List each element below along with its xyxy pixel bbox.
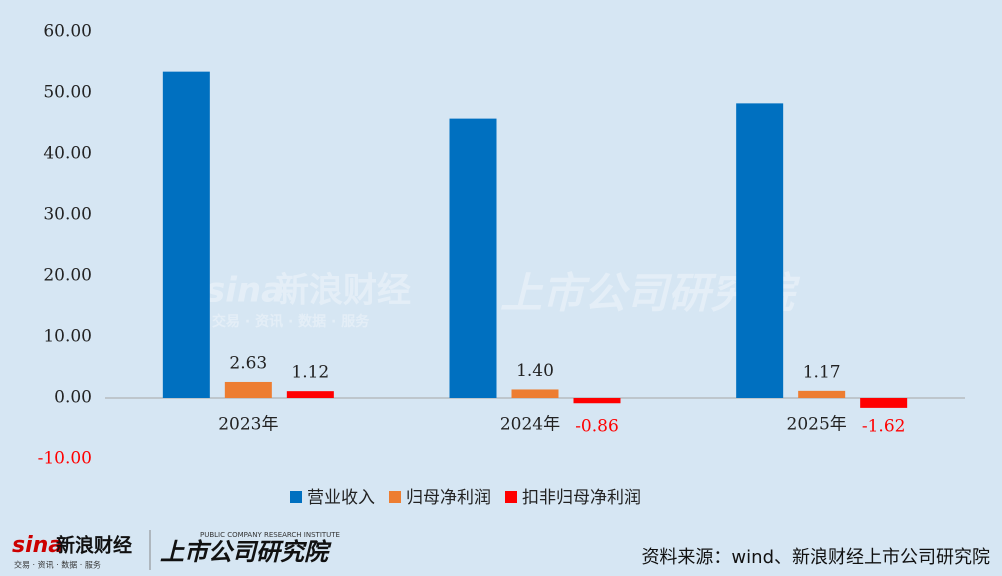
bar: [511, 389, 559, 398]
bar: [798, 390, 846, 398]
data-label: 1.12: [291, 363, 329, 383]
bar: [449, 118, 497, 399]
bar: [224, 381, 272, 398]
y-tick-label: 10.00: [43, 327, 92, 347]
legend-label: 扣非归母净利润: [522, 488, 641, 508]
footer-institute: 上市公司研究院: [160, 538, 332, 566]
footer-sina: sina: [12, 533, 63, 558]
footer-logo: 新浪财经: [56, 534, 132, 557]
y-tick-label: 30.00: [43, 205, 92, 225]
legend-swatch: [505, 491, 517, 503]
bar: [736, 103, 784, 399]
x-tick-label: 2025年: [787, 415, 847, 435]
x-tick-label: 2023年: [218, 415, 278, 435]
y-tick-label: 40.00: [43, 144, 92, 164]
watermark-sina: sina: [205, 271, 284, 311]
y-tick-label: 50.00: [43, 83, 92, 103]
legend-label: 归母净利润: [406, 488, 491, 508]
legend-swatch: [389, 491, 401, 503]
source-note: 资料来源：wind、新浪财经上市公司研究院: [641, 547, 990, 568]
y-tick-label: 20.00: [43, 266, 92, 286]
footer: sina 新浪财经 交易 · 资讯 · 数据 · 服务 PUBLIC COMPA…: [12, 530, 990, 570]
watermark-sub: 交易 · 资讯 · 数据 · 服务: [212, 313, 370, 330]
y-tick-label: -10.00: [38, 449, 92, 469]
y-tick-label: 60.00: [43, 22, 92, 42]
bar: [573, 398, 621, 404]
data-label: -1.62: [862, 417, 906, 437]
bar: [162, 71, 210, 399]
footer-institute-en: PUBLIC COMPANY RESEARCH INSTITUTE: [200, 531, 340, 539]
data-label: 1.17: [803, 362, 841, 382]
legend-swatch: [290, 491, 302, 503]
data-label: 2.63: [229, 353, 267, 373]
bar: [860, 398, 908, 408]
watermark-logo: 新浪财经: [275, 271, 411, 311]
y-tick-label: 0.00: [54, 388, 92, 408]
data-label: 1.40: [516, 361, 554, 381]
data-label: -0.86: [575, 417, 619, 437]
bar: [286, 391, 334, 398]
x-tick-label: 2024年: [500, 415, 560, 435]
legend-label: 营业收入: [307, 488, 375, 508]
footer-logo-sub: 交易 · 资讯 · 数据 · 服务: [14, 560, 101, 570]
